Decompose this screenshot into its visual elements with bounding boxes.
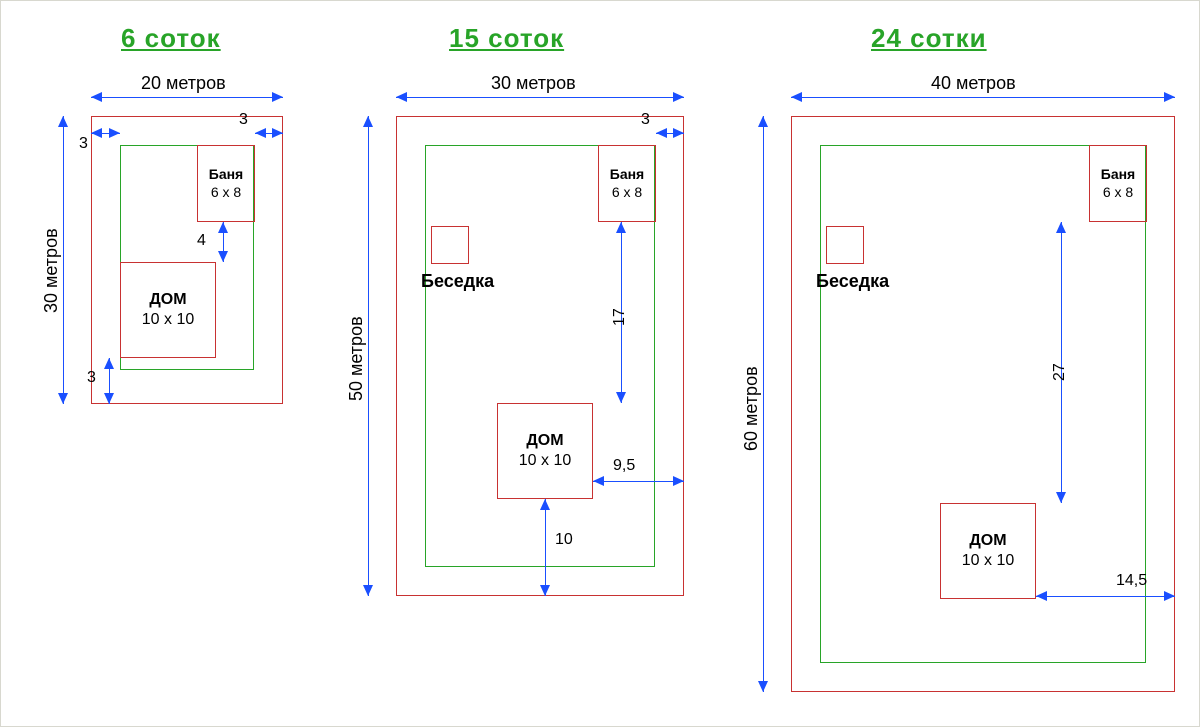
arrow-right-icon bbox=[272, 92, 283, 102]
arrow-down-icon bbox=[218, 251, 228, 262]
dim-line bbox=[91, 97, 283, 98]
plot-title-6: 6 соток bbox=[121, 23, 221, 54]
arrow-right-icon bbox=[673, 476, 684, 486]
arrow-left-icon bbox=[1036, 591, 1047, 601]
plot-title-24: 24 сотки bbox=[871, 23, 987, 54]
arrow-down-icon bbox=[363, 585, 373, 596]
dim-3-bl: 3 bbox=[87, 369, 96, 387]
arrow-down-icon bbox=[616, 392, 626, 403]
house-24: ДОМ 10 x 10 bbox=[940, 503, 1036, 599]
dim-17: 17 bbox=[611, 308, 629, 326]
dim-10: 10 bbox=[555, 531, 573, 549]
arrow-up-icon bbox=[218, 222, 228, 233]
gazebo-24 bbox=[826, 226, 864, 264]
arrow-left-icon bbox=[91, 128, 102, 138]
dim-3-tr-15: 3 bbox=[641, 111, 650, 129]
dim-3-tr: 3 bbox=[239, 111, 248, 129]
house-6: ДОМ 10 x 10 bbox=[120, 262, 216, 358]
dim-line bbox=[368, 116, 369, 596]
dim-left-6: 30 метров bbox=[41, 228, 62, 313]
arrow-up-icon bbox=[104, 358, 114, 369]
arrow-down-icon bbox=[1056, 492, 1066, 503]
dim-line bbox=[1036, 596, 1175, 597]
house-label: ДОМ bbox=[969, 532, 1006, 549]
arrow-up-icon bbox=[58, 116, 68, 127]
house-size: 10 x 10 bbox=[519, 452, 571, 469]
bath-label: Баня bbox=[610, 166, 644, 182]
arrow-down-icon bbox=[58, 393, 68, 404]
arrow-down-icon bbox=[540, 585, 550, 596]
arrow-left-icon bbox=[91, 92, 102, 102]
dim-9.5: 9,5 bbox=[613, 457, 635, 475]
bath-label: Баня bbox=[1101, 166, 1135, 182]
arrow-down-icon bbox=[104, 393, 114, 404]
dim-line bbox=[63, 116, 64, 404]
arrow-left-icon bbox=[593, 476, 604, 486]
dim-left-15: 50 метров bbox=[346, 316, 367, 401]
bath-size: 6 x 8 bbox=[612, 184, 642, 200]
arrow-up-icon bbox=[758, 116, 768, 127]
dim-27: 27 bbox=[1051, 363, 1069, 381]
house-label: ДОМ bbox=[149, 291, 186, 308]
dim-line bbox=[791, 97, 1175, 98]
dim-line bbox=[763, 116, 764, 692]
dim-line bbox=[593, 481, 684, 482]
dim-top-6: 20 метров bbox=[141, 73, 226, 94]
arrow-right-icon bbox=[673, 92, 684, 102]
house-size: 10 x 10 bbox=[142, 311, 194, 328]
bath-label: Баня bbox=[209, 166, 243, 182]
bath-15: Баня 6 x 8 bbox=[598, 145, 656, 222]
gazebo-15 bbox=[431, 226, 469, 264]
arrow-right-icon bbox=[1164, 591, 1175, 601]
house-15: ДОМ 10 x 10 bbox=[497, 403, 593, 499]
arrow-down-icon bbox=[758, 681, 768, 692]
arrow-right-icon bbox=[673, 128, 684, 138]
bath-size: 6 x 8 bbox=[1103, 184, 1133, 200]
arrow-up-icon bbox=[1056, 222, 1066, 233]
bath-size: 6 x 8 bbox=[211, 184, 241, 200]
arrow-right-icon bbox=[272, 128, 283, 138]
arrow-up-icon bbox=[363, 116, 373, 127]
arrow-left-icon bbox=[396, 92, 407, 102]
arrow-left-icon bbox=[255, 128, 266, 138]
house-label: ДОМ bbox=[526, 432, 563, 449]
dim-line bbox=[396, 97, 684, 98]
gazebo-label-24: Беседка bbox=[816, 271, 889, 292]
bath-24: Баня 6 x 8 bbox=[1089, 145, 1147, 222]
dim-3-tl: 3 bbox=[79, 135, 88, 153]
dim-14.5: 14,5 bbox=[1116, 572, 1147, 590]
gazebo-label-15: Беседка bbox=[421, 271, 494, 292]
arrow-right-icon bbox=[109, 128, 120, 138]
plot-title-15: 15 соток bbox=[449, 23, 564, 54]
dim-top-24: 40 метров bbox=[931, 73, 1016, 94]
arrow-right-icon bbox=[1164, 92, 1175, 102]
house-size: 10 x 10 bbox=[962, 552, 1014, 569]
dim-left-24: 60 метров bbox=[741, 366, 762, 451]
dim-4: 4 bbox=[197, 232, 206, 250]
dim-top-15: 30 метров bbox=[491, 73, 576, 94]
arrow-up-icon bbox=[616, 222, 626, 233]
arrow-left-icon bbox=[791, 92, 802, 102]
arrow-left-icon bbox=[656, 128, 667, 138]
arrow-up-icon bbox=[540, 499, 550, 510]
bath-6: Баня 6 x 8 bbox=[197, 145, 255, 222]
dim-line bbox=[545, 499, 546, 596]
